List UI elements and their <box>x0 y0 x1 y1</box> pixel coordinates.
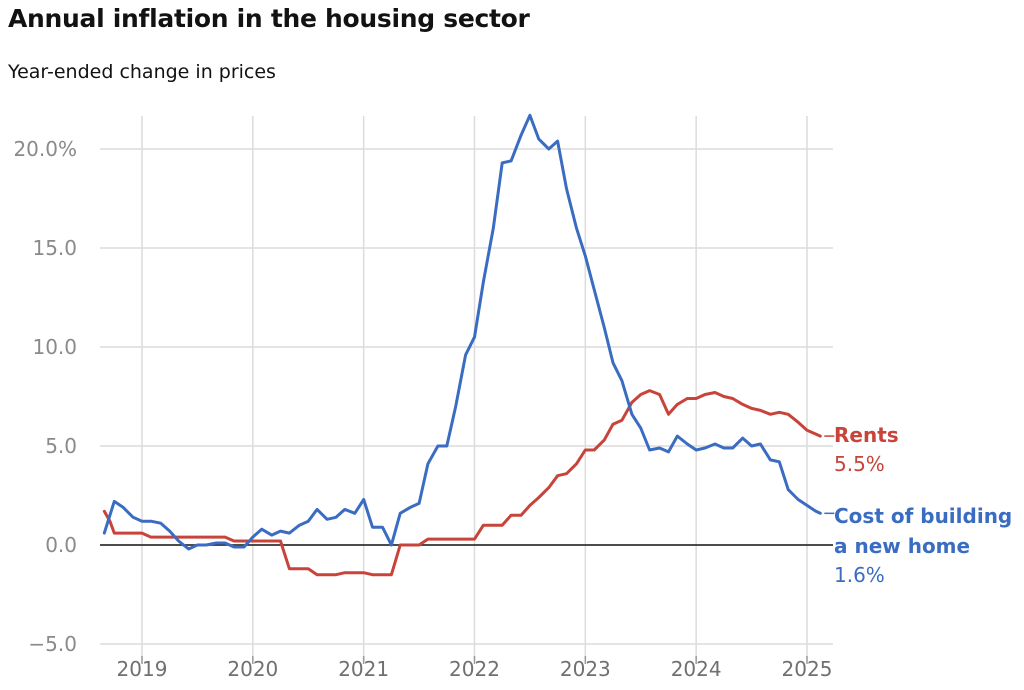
building-value-label: 1.6% <box>834 563 885 587</box>
y-tick-label: 10.0 <box>32 335 77 359</box>
x-tick-label: 2023 <box>560 657 611 681</box>
x-tick-label: 2025 <box>782 657 833 681</box>
rents-value-label: 5.5% <box>834 452 885 476</box>
gridlines <box>100 116 833 664</box>
x-tick-label: 2020 <box>227 657 278 681</box>
y-tick-label: 0.0 <box>45 533 77 557</box>
y-tick-label: −5.0 <box>28 632 77 656</box>
x-tick-label: 2024 <box>671 657 722 681</box>
building-label-line2: a new home <box>834 534 970 558</box>
series-labels: Rents 5.5% Cost of building a new home 1.6% <box>834 423 1012 587</box>
y-tick-label: 5.0 <box>45 434 77 458</box>
x-axis-ticks: 2019 2020 2021 2022 2023 2024 2025 <box>117 657 833 681</box>
rents-label: Rents <box>834 423 899 447</box>
x-tick-label: 2022 <box>449 657 500 681</box>
rents-line <box>102 389 822 577</box>
cost-of-building-line <box>102 113 822 551</box>
y-tick-label: 15.0 <box>32 236 77 260</box>
y-axis-ticks: 20.0% 15.0 10.0 5.0 0.0 −5.0 <box>13 137 77 656</box>
x-tick-label: 2021 <box>338 657 389 681</box>
x-tick-label: 2019 <box>117 657 168 681</box>
y-tick-label: 20.0% <box>13 137 77 161</box>
chart-title: Annual inflation in the housing sector <box>8 4 530 33</box>
series-lines <box>102 113 835 577</box>
chart-subtitle: Year-ended change in prices <box>8 61 276 83</box>
building-label-line1: Cost of building <box>834 504 1012 528</box>
